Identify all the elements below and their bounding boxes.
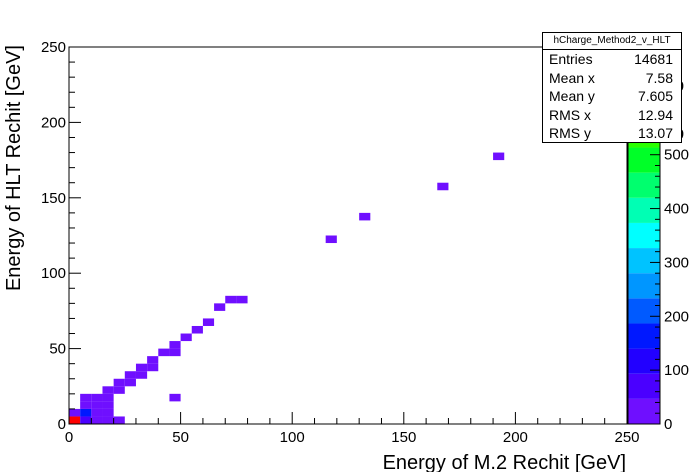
heatmap-cell (80, 416, 92, 424)
heatmap-cell (325, 235, 337, 244)
heatmap-cell (113, 416, 125, 424)
colorbar-segment (628, 222, 660, 249)
heatmap-cell (158, 348, 170, 357)
heatmap-cell (225, 295, 237, 304)
x-axis-label: Energy of M.2 Rechit [GeV] (383, 452, 626, 472)
plot-axes: 0 50 100 150 200 250 0 50 100 150 200 250 (41, 39, 640, 446)
heatmap-cell (437, 182, 449, 191)
heatmap-cell (124, 371, 136, 379)
colorbar-tick-label: 100 (664, 362, 689, 379)
heatmap-cell (80, 393, 92, 402)
heatmap-cell (493, 152, 505, 161)
heatmap-cell (91, 416, 103, 424)
stats-label: RMS x (549, 106, 591, 123)
heatmap-cell (191, 325, 203, 334)
stats-box: hCharge_Method2_v_HLT Entries 14681 Mean… (542, 32, 682, 143)
heatmap-cell (91, 408, 103, 417)
y-tick-label: 100 (41, 265, 66, 282)
heatmap-cells (69, 152, 505, 424)
heatmap-cell (69, 408, 81, 417)
stats-value: 13.07 (637, 125, 673, 142)
heatmap-cell (169, 341, 181, 349)
stats-row-rms-y: RMS y 13.07 (543, 124, 681, 143)
heatmap-cell (214, 303, 226, 311)
colorbar-segment (628, 298, 660, 324)
stats-value: 14681 (634, 51, 673, 67)
stats-box-title: hCharge_Method2_v_HLT (543, 33, 681, 50)
heatmap-cell (91, 393, 103, 402)
heatmap-cell (169, 348, 181, 357)
colorbar-tick-label: 400 (664, 201, 689, 218)
stats-label: RMS y (549, 125, 591, 142)
heatmap-cell (180, 333, 192, 342)
y-tick-label: 50 (49, 341, 66, 358)
stats-value: 7.58 (645, 69, 673, 86)
x-tick-label: 100 (280, 429, 305, 446)
y-tick-label: 200 (41, 114, 66, 131)
heatmap-cell (169, 393, 181, 402)
stats-row-mean-x: Mean x 7.58 (543, 69, 681, 88)
heatmap-cell (202, 318, 215, 326)
x-tick-label: 0 (65, 429, 73, 446)
y-axis-label: Energy of HLT Rechit [GeV] (3, 45, 25, 291)
heatmap-cell (91, 401, 103, 409)
heatmap-cell (147, 356, 159, 364)
x-tick-label: 200 (503, 429, 528, 446)
stats-row-entries: Entries 14681 (543, 50, 681, 69)
stats-label: Mean y (549, 88, 595, 105)
heatmap-cell (69, 416, 81, 424)
colorbar-segment (628, 373, 660, 399)
heatmap-cell (135, 371, 148, 379)
heatmap-cell (102, 393, 114, 402)
colorbar-segment (628, 348, 660, 374)
heatmap-cell (236, 295, 248, 304)
colorbar-tick-label: 200 (664, 308, 689, 325)
colorbar-segment (628, 398, 660, 424)
heatmap-cell (113, 386, 125, 394)
stats-label: Mean x (549, 69, 595, 86)
y-tick-label: 250 (41, 39, 66, 56)
heatmap-cell (102, 401, 114, 409)
y-tick-label: 150 (41, 190, 66, 207)
heatmap-cell (359, 212, 371, 221)
heatmap-cell (80, 408, 92, 417)
x-tick-label: 50 (172, 429, 189, 446)
heatmap-cell (124, 378, 136, 387)
colorbar-segment (628, 147, 660, 173)
colorbar-tick-label: 300 (664, 254, 689, 271)
heatmap-cell (147, 363, 159, 372)
colorbar-segment (628, 172, 660, 198)
stats-value: 7.605 (637, 88, 673, 105)
heatmap-cell (102, 386, 114, 394)
heatmap-cell (102, 416, 114, 424)
colorbar-segment (628, 323, 660, 349)
heatmap-cell (113, 378, 125, 387)
colorbar-tick-label: 500 (664, 147, 689, 164)
colorbar-tick-label: 0 (664, 416, 672, 433)
stats-label: Entries (549, 51, 593, 67)
heatmap-cell (102, 408, 114, 417)
stats-row-rms-x: RMS x 12.94 (543, 106, 681, 125)
colorbar-segment (628, 248, 660, 274)
colorbar-segment (628, 197, 660, 223)
x-tick-label: 250 (614, 429, 639, 446)
plot-frame (68, 46, 628, 425)
heatmap-cell (80, 401, 92, 409)
y-tick-label: 0 (58, 416, 66, 433)
colorbar-segment (628, 273, 660, 299)
stats-value: 12.94 (637, 106, 673, 123)
x-tick-label: 150 (391, 429, 416, 446)
stats-row-mean-y: Mean y 7.605 (543, 87, 681, 106)
heatmap-cell (135, 363, 148, 372)
